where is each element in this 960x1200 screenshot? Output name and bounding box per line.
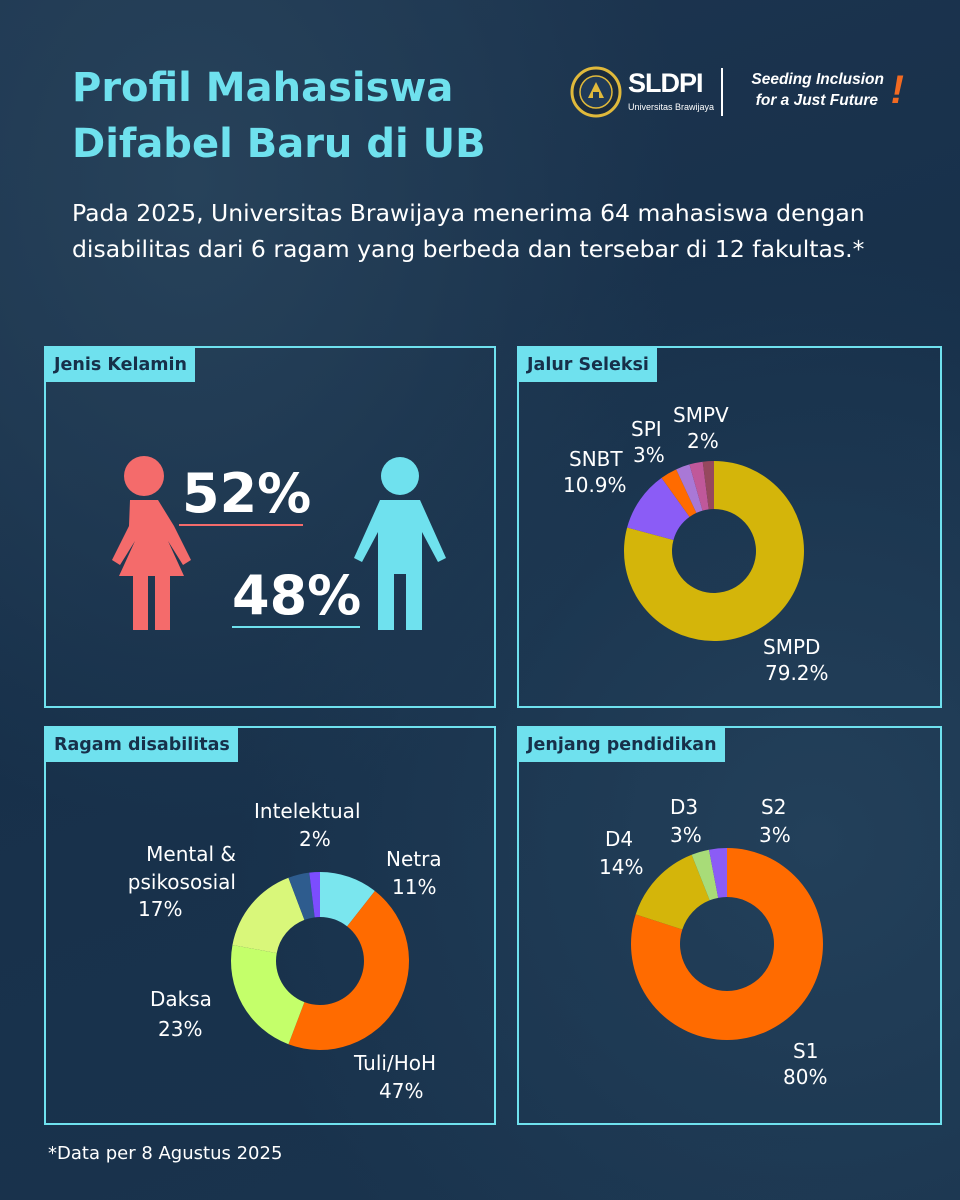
tagline-exclamation: ! — [890, 68, 904, 112]
logo-subtitle: Universitas Brawijaya — [628, 102, 715, 112]
label-d3-name: D3 — [670, 795, 699, 819]
donut-slice-s2 — [709, 848, 727, 898]
male-percentage: 48% — [232, 564, 362, 627]
label-d4-value: 14% — [599, 855, 644, 879]
donut-slice-unlabeled-3 — [676, 464, 703, 513]
intro-text: Pada 2025, Universitas Brawijaya menerim… — [72, 199, 865, 263]
label-d4-name: D4 — [605, 827, 634, 851]
male-underline — [232, 626, 360, 628]
label-daksa-name: Daksa — [150, 987, 212, 1011]
panel-label-gender: Jenis Kelamin — [46, 348, 195, 382]
donut-slice-smpd — [624, 461, 804, 641]
donut-slice-d3 — [691, 849, 719, 901]
label-tuli-value: 47% — [379, 1079, 424, 1103]
label-daksa-value: 23% — [158, 1017, 203, 1041]
label-smpd-value: 79.2% — [765, 661, 829, 685]
tagline-line-2: for a Just Future — [755, 92, 878, 109]
donut-slice-netra — [320, 872, 375, 927]
label-d3-value: 3% — [670, 823, 702, 847]
label-intelektual-value: 2% — [299, 827, 331, 851]
label-smpv-value: 2% — [687, 429, 719, 453]
label-netra-value: 11% — [392, 875, 437, 899]
donut-slice-unlabeled-4 — [288, 872, 315, 920]
male-person-icon — [354, 457, 446, 630]
label-spi-name: SPI — [631, 417, 662, 441]
logo-name: SLDPI — [628, 68, 704, 98]
gender-figures — [112, 456, 446, 630]
donut-slice-spi — [661, 469, 697, 517]
female-underline — [179, 524, 303, 526]
label-netra-name: Netra — [386, 847, 442, 871]
label-snbt-name: SNBT — [569, 447, 623, 471]
panel-disability: Ragam disabilitas Intelektual 2% Mental … — [44, 726, 496, 1125]
panel-selection: Jalur Seleksi SMPV 2% SPI 3% SNBT 10.9% … — [517, 346, 942, 708]
donut-slice-intelektual — [309, 872, 320, 918]
education-donut — [631, 848, 823, 1040]
donut-slice-daksa — [230, 944, 305, 1045]
sldpi-logo: SLDPI Universitas Brawijaya Seeding Incl… — [570, 66, 910, 120]
title-line-1: Profil Mahasiswa — [72, 65, 454, 111]
ub-seal-icon — [570, 66, 622, 118]
label-s1-name: S1 — [793, 1039, 819, 1063]
label-s2-value: 3% — [759, 823, 791, 847]
donut-slice-tuli-hoh — [288, 890, 409, 1050]
label-tuli-name: Tuli/HoH — [354, 1051, 437, 1075]
panel-label-education: Jenjang pendidikan — [519, 728, 725, 762]
panel-label-disability: Ragam disabilitas — [46, 728, 238, 762]
donut-slice-smpv — [702, 461, 714, 510]
label-s2-name: S2 — [761, 795, 787, 819]
tagline-line-1: Seeding Inclusion — [751, 71, 884, 88]
donut-slice-mental-psikososial — [232, 877, 305, 954]
page-title: Profil Mahasiswa Difabel Baru di UB — [72, 60, 486, 172]
label-smpd-name: SMPD — [763, 635, 821, 659]
label-intelektual-name: Intelektual — [254, 799, 361, 823]
female-person-icon — [112, 456, 191, 630]
donut-slice-unlabeled-4 — [689, 461, 709, 511]
label-mental-name: Mental & psikososial — [127, 842, 236, 894]
label-spi-value: 3% — [633, 443, 665, 467]
label-s1-value: 80% — [783, 1065, 828, 1089]
disability-donut — [230, 872, 409, 1050]
female-percentage: 52% — [182, 462, 312, 525]
label-smpv-name: SMPV — [673, 403, 729, 427]
selection-donut — [624, 461, 804, 641]
panel-gender: Jenis Kelamin 52% 48% — [44, 346, 496, 708]
panel-label-selection: Jalur Seleksi — [519, 348, 657, 382]
panel-education: Jenjang pendidikan D3 3% S2 3% D4 14% S1… — [517, 726, 942, 1125]
donut-slice-d4 — [635, 854, 710, 930]
donut-slice-s1 — [631, 848, 823, 1040]
label-snbt-value: 10.9% — [563, 473, 627, 497]
title-line-2: Difabel Baru di UB — [72, 121, 486, 167]
label-mental-value: 17% — [138, 897, 183, 921]
logo-divider — [721, 68, 723, 116]
donut-slice-snbt — [627, 477, 690, 541]
footnote: *Data per 8 Agustus 2025 — [48, 1143, 283, 1164]
